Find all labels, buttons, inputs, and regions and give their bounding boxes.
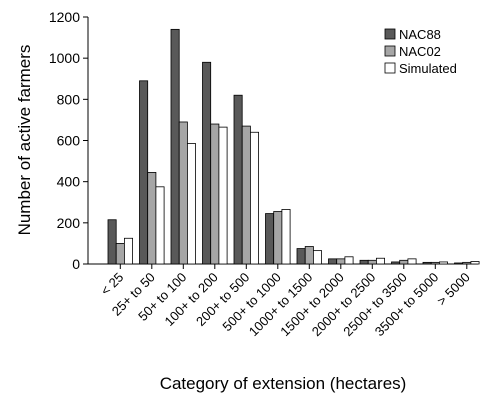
bar-nac88-7 bbox=[328, 258, 338, 265]
bar-nac02-9 bbox=[399, 259, 409, 265]
bar-nac02-5 bbox=[273, 211, 283, 265]
bars bbox=[107, 28, 480, 265]
bar-simulated-4 bbox=[249, 131, 259, 265]
bar-nac02-0 bbox=[115, 243, 125, 265]
x-tick-label: > 5000 bbox=[434, 270, 473, 309]
y-tick-label: 600 bbox=[57, 133, 81, 149]
bar-simulated-3 bbox=[218, 126, 228, 265]
legend-swatch-nac02 bbox=[384, 45, 396, 57]
bar-nac88-5 bbox=[265, 213, 275, 265]
bar-nac02-8 bbox=[367, 259, 377, 265]
bar-nac02-7 bbox=[336, 258, 346, 265]
bar-nac88-4 bbox=[233, 94, 243, 265]
y-tick-label: 1000 bbox=[49, 50, 80, 66]
x-axis-label: Category of extension (hectares) bbox=[160, 374, 407, 393]
bar-simulated-10 bbox=[438, 261, 448, 265]
bar-simulated-9 bbox=[407, 258, 417, 265]
legend-label-simulated: Simulated bbox=[399, 61, 457, 76]
bar-nac88-11 bbox=[454, 262, 464, 265]
bar-simulated-1 bbox=[155, 186, 165, 265]
y-tick-label: 200 bbox=[57, 215, 81, 231]
bar-nac02-2 bbox=[178, 121, 188, 265]
y-tick-label: 1200 bbox=[49, 9, 80, 25]
bar-nac02-10 bbox=[430, 261, 440, 265]
bar-nac88-6 bbox=[296, 248, 306, 265]
bar-simulated-0 bbox=[124, 237, 134, 265]
bar-nac88-10 bbox=[422, 261, 432, 265]
y-tick-label: 0 bbox=[72, 256, 80, 272]
bar-nac88-1 bbox=[139, 80, 149, 265]
legend-swatch-simulated bbox=[384, 62, 396, 74]
bar-nac02-6 bbox=[304, 246, 314, 265]
bar-simulated-7 bbox=[344, 256, 354, 265]
legend: NAC88 NAC02 Simulated bbox=[384, 27, 457, 76]
bar-nac02-3 bbox=[210, 123, 220, 265]
bar-nac88-9 bbox=[391, 261, 401, 265]
y-axis-label: Number of active farmers bbox=[15, 45, 34, 236]
bar-simulated-8 bbox=[375, 257, 385, 265]
bar-simulated-5 bbox=[281, 209, 291, 265]
bar-nac02-1 bbox=[147, 172, 157, 265]
legend-label-nac88: NAC88 bbox=[399, 27, 441, 42]
bar-nac88-8 bbox=[359, 259, 369, 265]
bar-nac88-2 bbox=[170, 28, 180, 265]
bar-nac88-0 bbox=[107, 219, 117, 265]
legend-swatch-nac88 bbox=[384, 28, 396, 40]
legend-label-nac02: NAC02 bbox=[399, 44, 441, 59]
y-tick-label: 800 bbox=[57, 91, 81, 107]
bar-nac88-3 bbox=[202, 61, 212, 265]
bar-simulated-6 bbox=[312, 250, 322, 265]
bar-nac02-11 bbox=[462, 261, 472, 265]
y-axis-ticks: 0 200 400 600 800 1000 1200 bbox=[49, 9, 88, 272]
y-tick-label: 400 bbox=[57, 174, 81, 190]
bar-simulated-11 bbox=[470, 261, 480, 265]
bar-nac02-4 bbox=[241, 125, 251, 265]
bar-simulated-2 bbox=[186, 143, 196, 265]
